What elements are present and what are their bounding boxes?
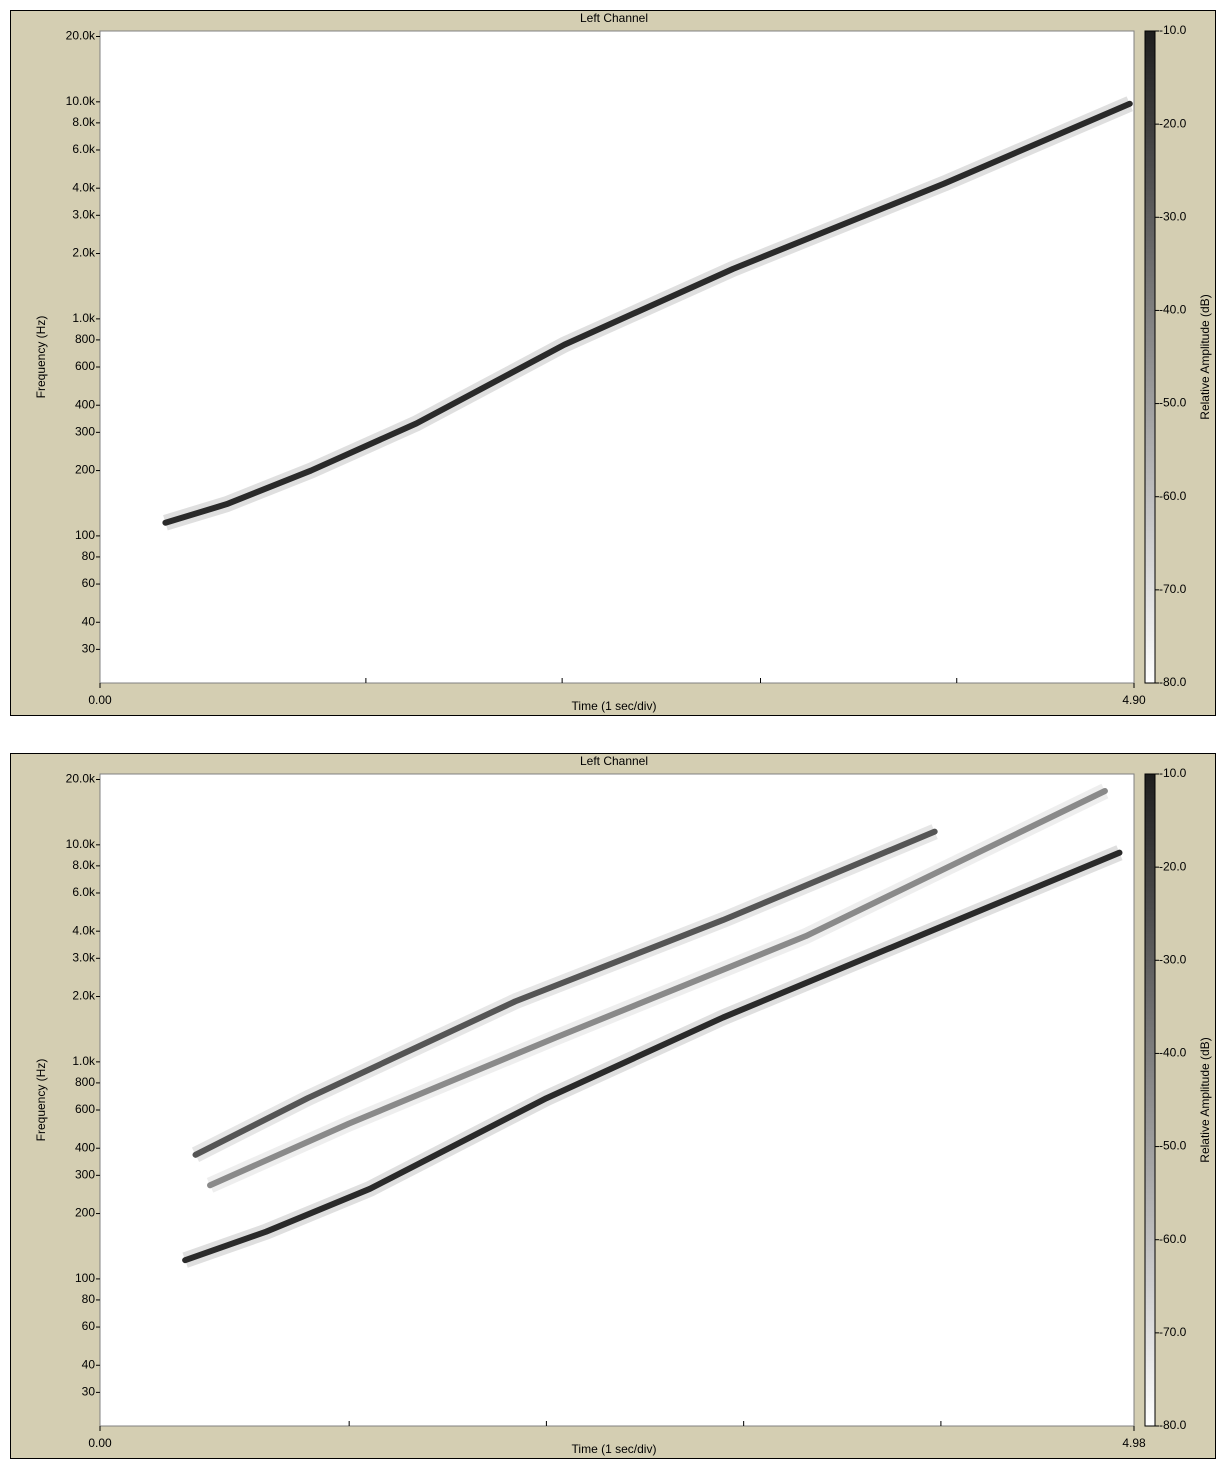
y-tick-label: 40 <box>82 614 96 628</box>
colorbar <box>1144 773 1156 1427</box>
colorbar-tick-label: -50.0 <box>1159 396 1187 410</box>
x-tick-label: 4.98 <box>1122 1436 1146 1450</box>
trace <box>162 100 1133 526</box>
y-axis-label: Frequency (Hz) <box>34 1059 48 1142</box>
y-tick-label: 100 <box>75 1271 95 1285</box>
colorbar-tick-label: -10.0 <box>1159 23 1187 37</box>
y-tick-label: 40 <box>82 1357 96 1371</box>
y-tick-label: 2.0k <box>72 246 96 260</box>
colorbar <box>1144 30 1156 684</box>
y-tick-label: 6.0k <box>72 885 96 899</box>
colorbar-tick-label: -70.0 <box>1159 582 1187 596</box>
colorbar-tick-label: -80.0 <box>1159 1418 1187 1432</box>
y-tick-label: 400 <box>75 1140 95 1154</box>
trace <box>192 828 938 1158</box>
colorbar-tick-label: -40.0 <box>1159 303 1187 317</box>
y-tick-label: 3.0k <box>72 207 96 221</box>
colorbar-tick-label: -10.0 <box>1159 766 1187 780</box>
x-tick-label: 4.90 <box>1122 693 1146 707</box>
y-tick-label: 20.0k <box>66 772 96 786</box>
y-tick-label: 60 <box>82 1319 96 1333</box>
spectrogram-panel: Left Channel 20.0k 10.0k 8.0k 6.0k 4.0k 3.0k 2.… <box>10 753 1216 1459</box>
y-tick-label: 100 <box>75 528 95 542</box>
y-tick-label: 80 <box>82 549 96 563</box>
colorbar-label: Relative Amplitude (dB) <box>1198 294 1212 419</box>
colorbar-tick-label: -70.0 <box>1159 1325 1187 1339</box>
colorbar-tick-label: -60.0 <box>1159 1232 1187 1246</box>
trace <box>182 849 1123 1264</box>
colorbar-tick-label: -50.0 <box>1159 1139 1187 1153</box>
colorbar-tick-label: -20.0 <box>1159 116 1187 130</box>
colorbar-tick-label: -20.0 <box>1159 859 1187 873</box>
plot-area <box>99 30 1135 684</box>
y-tick-label: 4.0k <box>72 180 96 194</box>
y-tick-label: 1.0k <box>72 1054 96 1068</box>
colorbar-tick-label: -60.0 <box>1159 489 1187 503</box>
x-axis-label: Time (1 sec/div) <box>572 1442 657 1456</box>
y-tick-label: 10.0k <box>66 837 96 851</box>
y-tick-label: 300 <box>75 1168 95 1182</box>
x-tick-label: 0.00 <box>88 693 112 707</box>
y-tick-label: 80 <box>82 1292 96 1306</box>
y-tick-label: 20.0k <box>66 29 96 43</box>
colorbar-tick-label: -30.0 <box>1159 209 1187 223</box>
y-tick-label: 6.0k <box>72 142 96 156</box>
chart-title: Left Channel <box>580 754 648 768</box>
traces <box>182 783 1123 1268</box>
colorbar-label: Relative Amplitude (dB) <box>1198 1037 1212 1162</box>
colorbar-tick-label: -30.0 <box>1159 952 1187 966</box>
colorbar-tick-label: -40.0 <box>1159 1046 1187 1060</box>
y-tick-label: 600 <box>75 1102 95 1116</box>
y-tick-label: 10.0k <box>66 94 96 108</box>
y-tick-label: 300 <box>75 425 95 439</box>
y-tick-label: 30 <box>82 1385 96 1399</box>
x-tick-label: 0.00 <box>88 1436 112 1450</box>
y-tick-label: 400 <box>75 397 95 411</box>
y-tick-label: 8.0k <box>72 115 96 129</box>
traces <box>162 96 1133 531</box>
y-tick-label: 200 <box>75 463 95 477</box>
y-tick-label: 800 <box>75 1075 95 1089</box>
trace <box>207 788 1108 1189</box>
y-tick-label: 800 <box>75 332 95 346</box>
y-tick-label: 30 <box>82 642 96 656</box>
y-tick-label: 200 <box>75 1206 95 1220</box>
colorbar-tick-label: -80.0 <box>1159 675 1187 689</box>
y-tick-label: 600 <box>75 359 95 373</box>
y-tick-label: 2.0k <box>72 989 96 1003</box>
plot-area <box>99 773 1135 1427</box>
y-axis-label: Frequency (Hz) <box>34 316 48 399</box>
chart-title: Left Channel <box>580 11 648 25</box>
y-tick-label: 60 <box>82 576 96 590</box>
y-tick-label: 8.0k <box>72 858 96 872</box>
spectrogram-panel: Left Channel 20.0k 10.0k 8.0k 6.0k 4.0k 3.0k 2.… <box>10 10 1216 716</box>
y-tick-label: 3.0k <box>72 950 96 964</box>
y-tick-label: 1.0k <box>72 311 96 325</box>
y-tick-label: 4.0k <box>72 923 96 937</box>
x-axis-label: Time (1 sec/div) <box>572 699 657 713</box>
